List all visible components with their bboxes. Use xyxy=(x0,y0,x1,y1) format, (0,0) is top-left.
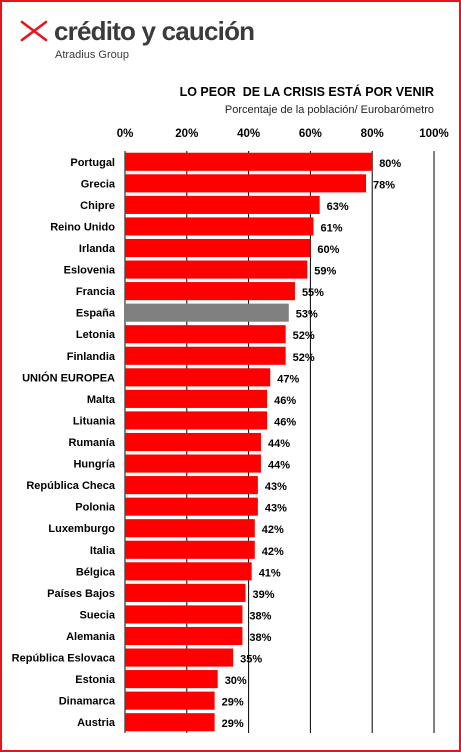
category-label: Francia xyxy=(76,286,116,298)
value-label: 44% xyxy=(268,460,290,472)
bar xyxy=(125,626,243,646)
bar xyxy=(125,519,255,538)
bar xyxy=(125,583,246,602)
value-label: 41% xyxy=(259,567,281,579)
value-label: 46% xyxy=(274,395,296,407)
category-label: Rumanía xyxy=(69,437,116,449)
value-label: 43% xyxy=(265,481,287,493)
bar xyxy=(125,691,215,710)
value-label: 63% xyxy=(327,201,349,213)
category-label: República Checa xyxy=(26,480,116,492)
category-label: Letonia xyxy=(76,329,116,341)
value-label: 61% xyxy=(320,222,342,234)
category-label: Austria xyxy=(77,717,116,729)
brand-group: Atradius Group xyxy=(55,49,129,61)
category-label: Dinamarca xyxy=(59,696,116,708)
chart-subtitle: Porcentaje de la población/ Eurobarómetr… xyxy=(225,104,434,116)
logo-arrow-icon xyxy=(20,20,48,42)
bar xyxy=(125,217,314,236)
bar xyxy=(125,432,261,452)
bar xyxy=(125,454,261,473)
category-labels: Portugal Grecia Chipre Reino Unido Irlanda Es… xyxy=(12,157,116,729)
bar xyxy=(125,648,234,667)
category-label: Polonia xyxy=(75,502,116,514)
value-label: 53% xyxy=(296,309,318,321)
value-label: 29% xyxy=(222,718,244,730)
brand-name: crédito y caución xyxy=(54,16,255,46)
bar xyxy=(125,195,320,214)
value-label: 47% xyxy=(277,373,299,385)
category-label: Grecia xyxy=(81,178,116,190)
value-label: 52% xyxy=(293,352,315,364)
x-tick-label: 100% xyxy=(419,128,448,140)
bar xyxy=(125,303,289,322)
bar xyxy=(125,174,367,193)
category-label: Luxemburgo xyxy=(48,523,115,535)
bars xyxy=(125,152,373,732)
x-tick-label: 40% xyxy=(237,128,260,140)
brand-logo: crédito y caución Atradius Group xyxy=(20,16,280,66)
bar xyxy=(125,389,268,408)
value-label: 60% xyxy=(317,244,339,256)
category-label: Irlanda xyxy=(79,243,116,255)
value-labels: 80% 78% 63% 61% 60% 59% 55% 53% 52% 52% 47% 46% 46% 4… xyxy=(222,158,402,730)
category-label: Chipre xyxy=(80,200,115,212)
bar xyxy=(125,476,258,495)
bar xyxy=(125,260,308,279)
value-label: 42% xyxy=(262,524,284,536)
category-label: Finlandia xyxy=(67,351,116,363)
value-label: 78% xyxy=(373,179,395,191)
category-label: Estonia xyxy=(75,674,116,686)
value-label: 29% xyxy=(222,697,244,709)
x-tick-label: 0% xyxy=(117,128,134,140)
value-label: 30% xyxy=(225,675,247,687)
bar xyxy=(125,605,243,624)
bar xyxy=(125,282,295,301)
bar xyxy=(125,368,271,387)
x-tick-label: 60% xyxy=(299,128,322,140)
value-label: 39% xyxy=(253,589,275,601)
category-label: Alemania xyxy=(66,631,116,643)
category-label: Eslovenia xyxy=(64,265,116,277)
chart-title: LO PEOR DE LA CRISIS ESTÁ POR VENIR xyxy=(180,84,434,99)
category-label: Países Bajos xyxy=(47,588,115,600)
value-label: 38% xyxy=(249,610,271,622)
value-label: 35% xyxy=(240,654,262,666)
bar xyxy=(125,670,218,689)
bar xyxy=(125,238,311,258)
category-label: Lituania xyxy=(73,415,116,427)
category-label: Portugal xyxy=(70,157,115,169)
bar xyxy=(125,497,258,516)
category-label: Italia xyxy=(90,545,116,557)
value-label: 46% xyxy=(274,416,296,428)
category-label: República Eslovaca xyxy=(12,653,116,665)
bar xyxy=(125,325,286,344)
category-label: Malta xyxy=(87,394,116,406)
bar xyxy=(125,411,268,430)
value-label: 43% xyxy=(265,503,287,515)
bar xyxy=(125,713,215,732)
x-tick-label: 20% xyxy=(175,128,198,140)
x-tick-label: 80% xyxy=(361,128,384,140)
bar xyxy=(125,540,255,559)
category-label: Reino Unido xyxy=(50,221,115,233)
value-label: 42% xyxy=(262,546,284,558)
bar xyxy=(125,562,252,581)
bar xyxy=(125,346,286,365)
value-label: 55% xyxy=(302,287,324,299)
category-label: Bélgica xyxy=(76,566,116,578)
value-label: 52% xyxy=(293,330,315,342)
value-label: 80% xyxy=(379,158,401,170)
category-label: Suecia xyxy=(80,609,116,621)
value-label: 59% xyxy=(314,266,336,278)
category-label: UNIÓN EUROPEA xyxy=(22,371,115,384)
bar xyxy=(125,152,373,171)
x-axis-ticks: 0% 20% 40% 60% 80% 100% xyxy=(117,128,449,140)
category-label: Hungría xyxy=(73,459,115,471)
value-label: 38% xyxy=(249,632,271,644)
category-label: España xyxy=(76,308,116,320)
value-label: 44% xyxy=(268,438,290,450)
